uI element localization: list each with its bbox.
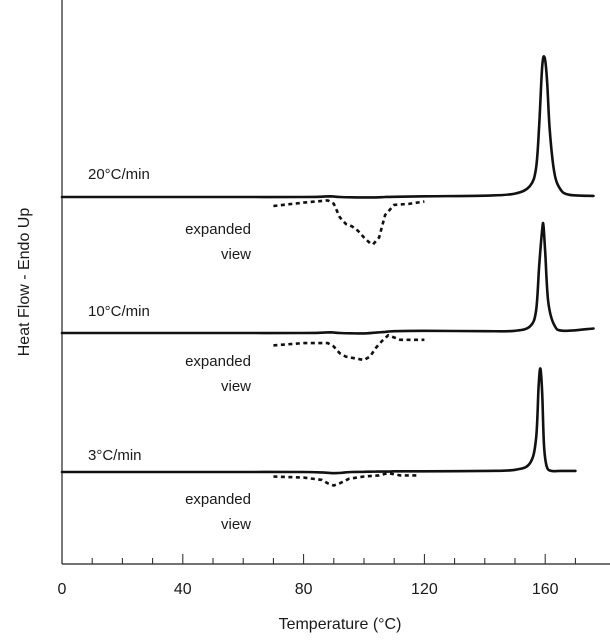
y-axis-title: Heat Flow - Endo Up: [16, 208, 33, 357]
expanded-view-label-1: expanded view: [185, 221, 251, 263]
series-labels: 20°C/min expanded view 10°C/min expanded v…: [88, 166, 251, 533]
expanded-view-label-3: expanded view: [185, 491, 251, 533]
series-label-20: 20°C/min: [88, 166, 150, 183]
expanded-view-line: [273, 471, 419, 487]
x-tick-label: 120: [411, 581, 438, 598]
expanded-view-line: [273, 199, 425, 246]
expanded-view-line: [273, 333, 425, 362]
x-tick-label: 160: [532, 581, 559, 598]
x-tick-labels: 0 40 80 120 160: [58, 581, 559, 598]
series-label-10: 10°C/min: [88, 303, 150, 320]
expanded-view-label-2: expanded view: [185, 353, 251, 395]
axes: [61, 0, 610, 565]
x-axis-title: Temperature (°C): [279, 616, 402, 633]
x-tick-label: 0: [58, 581, 67, 598]
series-line: [60, 367, 577, 475]
x-ticks: [61, 554, 576, 564]
x-tick-label: 40: [174, 581, 192, 598]
x-tick-label: 80: [295, 581, 313, 598]
curves: [60, 55, 595, 487]
series-line: [60, 55, 595, 199]
series-label-3: 3°C/min: [88, 447, 142, 464]
series-line: [60, 221, 595, 335]
